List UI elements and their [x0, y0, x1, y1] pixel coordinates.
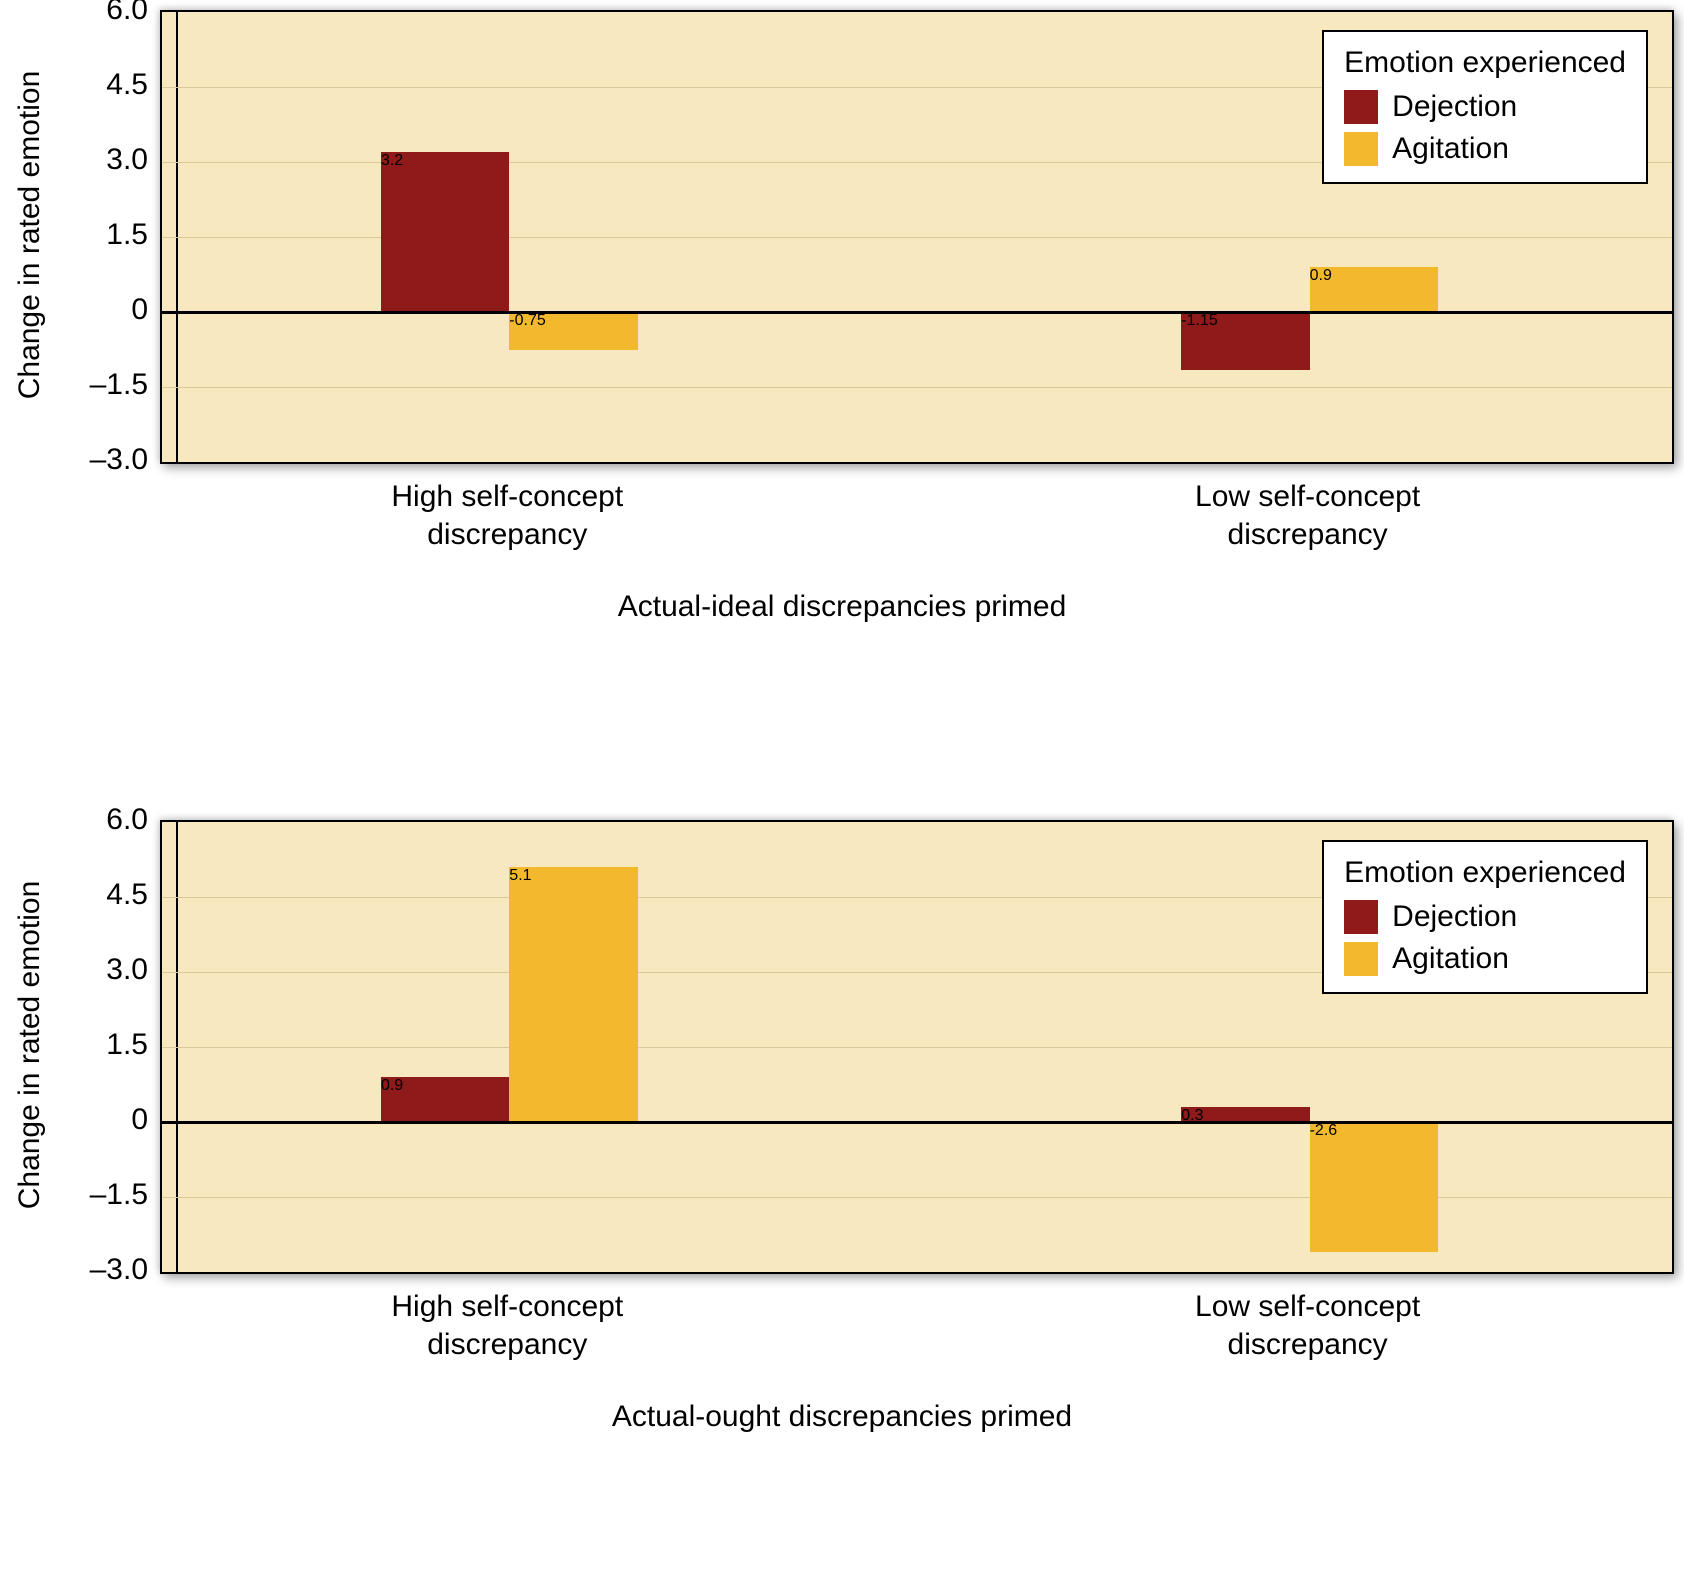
grid-line — [162, 1197, 1672, 1198]
plot-area: 0.95.1 0.3-2.6 Emotion experienced Dejectio… — [160, 820, 1674, 1274]
x-axis-title: Actual-ideal discrepancies primed — [0, 590, 1684, 624]
x-axis-title: Actual-ought discrepancies primed — [0, 1400, 1684, 1434]
x-category-label: Low self-concept discrepancy — [1108, 478, 1508, 553]
y-tick-label: 4.5 — [78, 68, 148, 102]
legend-item: Agitation — [1344, 942, 1626, 976]
plot-area: 3.2-0.75 -1.150.9 Emotion experienced Dejec… — [160, 10, 1674, 464]
y-tick-label: 3.0 — [78, 953, 148, 987]
y-tick-label: –1.5 — [78, 1178, 148, 1212]
x-category-label: High self-concept discrepancy — [307, 478, 707, 553]
bar: 3.2 — [381, 152, 509, 312]
zero-line — [162, 1121, 1672, 1124]
legend-label: Agitation — [1392, 942, 1509, 976]
bar: 0.9 — [1310, 267, 1438, 312]
legend-item: Agitation — [1344, 132, 1626, 166]
bar: 0.9 — [381, 1077, 509, 1122]
y-tick-label: 0 — [78, 1103, 148, 1137]
page: Change in rated emotion –3.0 –1.5 0 1.5 3.0 4.… — [0, 0, 1684, 1574]
bar: -1.15 — [1181, 312, 1309, 370]
legend: Emotion experienced Dejection Agitation — [1322, 840, 1648, 994]
legend-label: Agitation — [1392, 132, 1509, 166]
y-axis-label: Change in rated emotion — [10, 820, 50, 1270]
y-tick-label: 0 — [78, 293, 148, 327]
legend-item: Dejection — [1344, 900, 1626, 934]
bar: -0.75 — [509, 312, 637, 350]
y-tick-label: 1.5 — [78, 218, 148, 252]
legend-label: Dejection — [1392, 90, 1517, 124]
legend-swatch — [1344, 942, 1378, 976]
y-tick-label: 3.0 — [78, 143, 148, 177]
chart-panel: Change in rated emotion –3.0 –1.5 0 1.5 3.0 4.… — [0, 820, 1684, 1530]
bar: -2.6 — [1310, 1122, 1438, 1252]
y-tick-label: 4.5 — [78, 878, 148, 912]
y-tick-label: –3.0 — [78, 443, 148, 477]
legend-swatch — [1344, 132, 1378, 166]
zero-line — [162, 311, 1672, 314]
bar: 5.1 — [509, 867, 637, 1122]
x-category-label: Low self-concept discrepancy — [1108, 1288, 1508, 1363]
legend-title: Emotion experienced — [1344, 46, 1626, 80]
grid-line — [162, 387, 1672, 388]
y-tick-label: –1.5 — [78, 368, 148, 402]
legend-title: Emotion experienced — [1344, 856, 1626, 890]
bar: 0.3 — [1181, 1107, 1309, 1122]
legend-label: Dejection — [1392, 900, 1517, 934]
y-tick-label: –3.0 — [78, 1253, 148, 1287]
y-tick-label: 1.5 — [78, 1028, 148, 1062]
legend-swatch — [1344, 90, 1378, 124]
legend: Emotion experienced Dejection Agitation — [1322, 30, 1648, 184]
grid-line — [162, 1047, 1672, 1048]
x-category-label: High self-concept discrepancy — [307, 1288, 707, 1363]
legend-swatch — [1344, 900, 1378, 934]
chart-panel: Change in rated emotion –3.0 –1.5 0 1.5 3.0 4.… — [0, 10, 1684, 720]
y-tick-label: 6.0 — [78, 803, 148, 837]
legend-item: Dejection — [1344, 90, 1626, 124]
y-axis-label: Change in rated emotion — [10, 10, 50, 460]
y-tick-label: 6.0 — [78, 0, 148, 27]
